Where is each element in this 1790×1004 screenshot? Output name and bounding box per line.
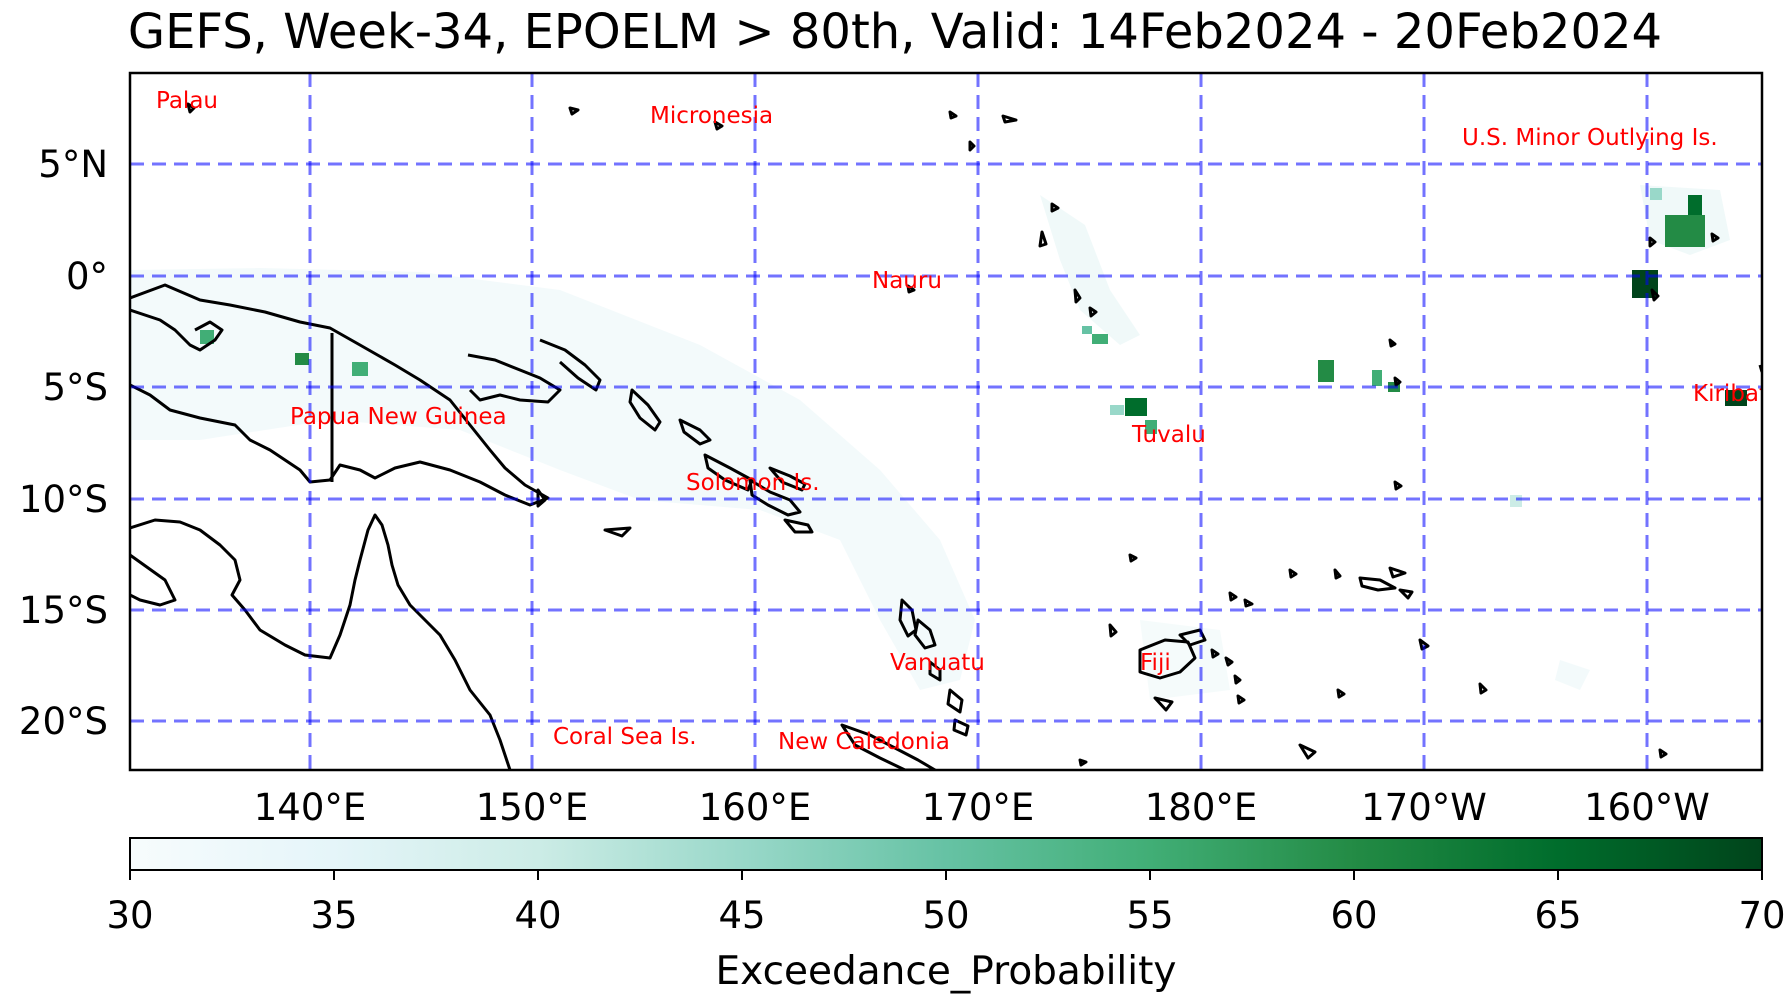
lat-label-5s: 5°S [42,366,108,409]
map-frame [128,71,1764,772]
lon-label-180e: 180°E [1145,786,1258,829]
coastlines [130,102,1762,770]
lat-label-10s: 10°S [19,478,108,521]
colorbar: 30 35 40 45 50 55 60 65 70 Exceedance_Pr… [106,837,1786,994]
map-title: GEFS, Week-34, EPOELM > 80th, Valid: 14F… [127,4,1663,60]
lon-label-170w: 170°W [1361,786,1487,829]
colorbar-label: Exceedance_Probability [716,949,1177,994]
latitude-labels: 5°N 0° 5°S 10°S 15°S 20°S [19,143,108,743]
lon-label-140e: 140°E [254,786,367,829]
place-label-tuvalu: Tuvalu [1131,422,1206,448]
probability-field [130,185,1730,700]
lat-label-15s: 15°S [19,589,108,632]
place-label-new-caledonia: New Caledonia [778,729,950,755]
lon-label-150e: 150°E [476,786,589,829]
colorbar-tick-30: 30 [106,894,153,937]
colorbar-tick-65: 65 [1534,894,1581,937]
lat-label-0: 0° [66,255,108,298]
place-label-nauru: Nauru [872,268,942,294]
map-area: Palau Micronesia U.S. Minor Outlying Is.… [130,73,1774,770]
place-label-fiji: Fiji [1140,650,1171,676]
colorbar-tick-45: 45 [718,894,765,937]
colorbar-tick-55: 55 [1126,894,1173,937]
gridlines [130,73,1762,770]
colorbar-gradient [129,837,1763,871]
lon-label-160e: 160°E [699,786,812,829]
colorbar-tick-50: 50 [922,894,969,937]
place-label-kiribati: Kiribati [1693,381,1774,407]
place-label-us-minor-outlying: U.S. Minor Outlying Is. [1462,125,1718,151]
place-label-vanuatu: Vanuatu [890,650,985,676]
place-label-palau: Palau [156,88,218,114]
place-label-coral-sea-is: Coral Sea Is. [553,724,697,750]
colorbar-tick-40: 40 [514,894,561,937]
lat-label-5n: 5°N [38,143,108,186]
place-labels: Palau Micronesia U.S. Minor Outlying Is.… [156,88,1774,755]
colorbar-tick-60: 60 [1330,894,1377,937]
colorbar-tick-35: 35 [310,894,357,937]
place-label-solomon-is: Solomon Is. [686,470,820,496]
longitude-labels: 140°E 150°E 160°E 170°E 180°E 170°W 160°… [254,786,1710,829]
lon-label-160w: 160°W [1584,786,1710,829]
place-label-papua-new-guinea: Papua New Guinea [290,404,507,430]
lat-label-20s: 20°S [19,700,108,743]
place-label-micronesia: Micronesia [650,103,773,129]
colorbar-tick-70: 70 [1738,894,1785,937]
lon-label-170e: 170°E [922,786,1035,829]
